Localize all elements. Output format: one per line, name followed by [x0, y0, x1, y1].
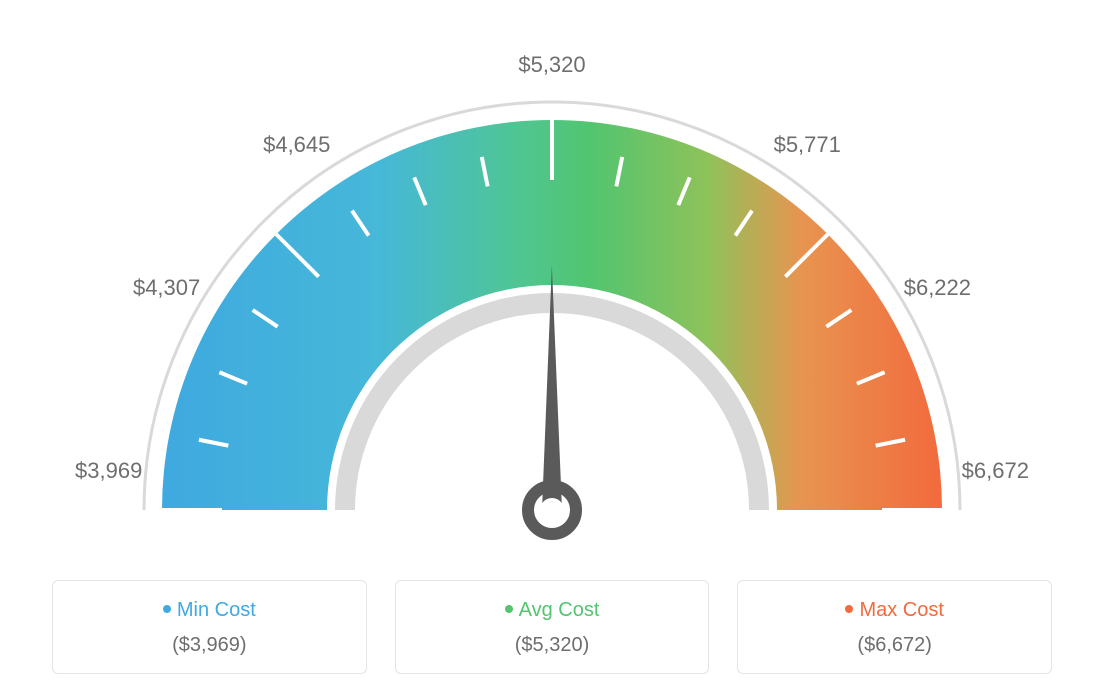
legend-card-max: Max Cost ($6,672): [737, 580, 1052, 674]
legend-value-min: ($3,969): [63, 634, 356, 657]
gauge-tick-label: $5,320: [518, 52, 585, 78]
legend-card-avg: Avg Cost ($5,320): [395, 580, 710, 674]
dot-icon: [163, 605, 171, 613]
legend-value-avg: ($5,320): [406, 634, 699, 657]
legend-label: Avg Cost: [519, 599, 600, 621]
legend-card-min: Min Cost ($3,969): [52, 580, 367, 674]
legend-title-max: Max Cost: [748, 599, 1041, 622]
gauge-tick-label: $3,969: [75, 458, 142, 484]
cost-gauge: $3,969 $4,307 $4,645 $5,320 $5,771 $6,222 $6,6…: [52, 40, 1052, 560]
legend-label: Min Cost: [177, 599, 256, 621]
legend-title-min: Min Cost: [63, 599, 356, 622]
gauge-svg: [52, 40, 1052, 560]
gauge-tick-label: $6,672: [962, 458, 1029, 484]
dot-icon: [505, 605, 513, 613]
legend-value-max: ($6,672): [748, 634, 1041, 657]
gauge-tick-label: $5,771: [774, 132, 841, 158]
gauge-tick-label: $4,645: [263, 132, 330, 158]
legend-row: Min Cost ($3,969) Avg Cost ($5,320) Max …: [52, 580, 1052, 674]
dot-icon: [845, 605, 853, 613]
legend-label: Max Cost: [859, 599, 943, 621]
gauge-tick-label: $4,307: [133, 275, 200, 301]
legend-title-avg: Avg Cost: [406, 599, 699, 622]
gauge-tick-label: $6,222: [904, 275, 971, 301]
